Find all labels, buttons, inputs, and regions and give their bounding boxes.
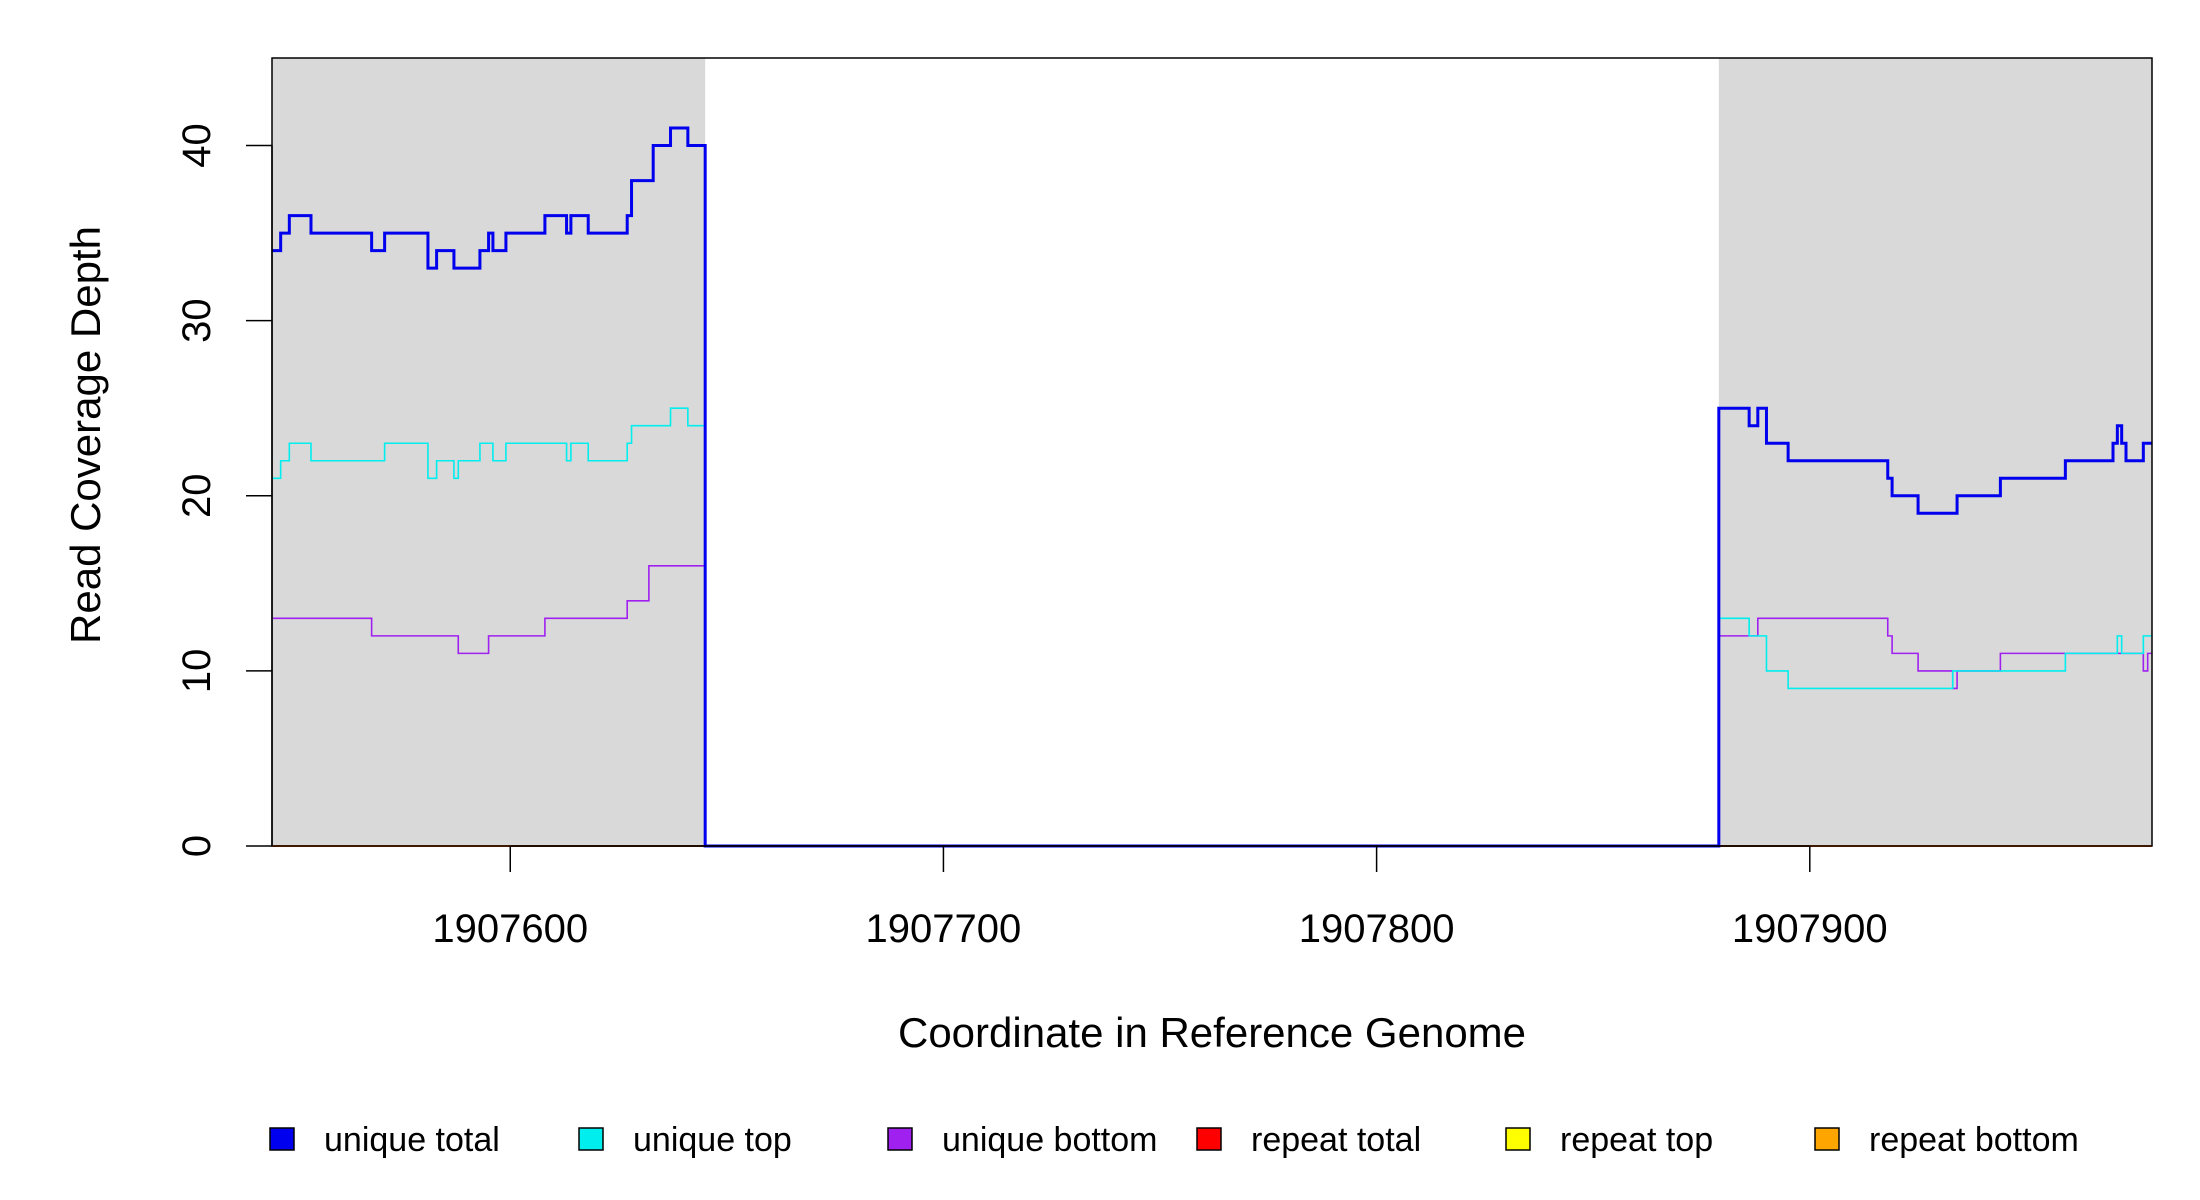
y-tick-label: 20 (175, 474, 219, 519)
y-tick-label: 10 (175, 649, 219, 694)
legend-swatch (887, 1127, 913, 1151)
legend-label: unique top (633, 1121, 792, 1159)
legend-label: repeat top (1560, 1121, 1713, 1159)
x-tick-label: 1907900 (1732, 907, 1888, 951)
x-tick-label: 1907700 (866, 907, 1022, 951)
x-axis-label: Coordinate in Reference Genome (898, 1009, 1526, 1056)
shaded-region-1 (1718, 58, 2152, 846)
y-axis-label: Read Coverage Depth (62, 226, 109, 644)
legend: unique total unique top unique bottom repea… (269, 1121, 2079, 1159)
x-tick-label: 1907800 (1299, 907, 1455, 951)
legend-swatch (1196, 1127, 1222, 1151)
legend-swatch (269, 1127, 295, 1151)
legend-label: repeat total (1251, 1121, 1421, 1159)
series-line-unique-bottom (272, 565, 2152, 847)
y-tick-label: 0 (175, 835, 219, 857)
axes: 1907600 1907700 1907800 1907900 0 10 20 30 40 (175, 123, 1888, 951)
shaded-region-0 (272, 58, 706, 846)
series-line-unique-total (272, 126, 2152, 848)
y-tick-label: 40 (175, 123, 219, 168)
x-tick-label: 1907600 (432, 907, 588, 951)
legend-label: unique total (324, 1121, 500, 1159)
legend-swatch (1814, 1127, 1840, 1151)
series-line-unique-top (272, 407, 2152, 847)
y-tick-label: 30 (175, 298, 219, 343)
legend-label: unique bottom (942, 1121, 1158, 1159)
legend-swatch (578, 1127, 604, 1151)
legend-label: repeat bottom (1869, 1121, 2079, 1159)
legend-swatch (1505, 1127, 1531, 1151)
